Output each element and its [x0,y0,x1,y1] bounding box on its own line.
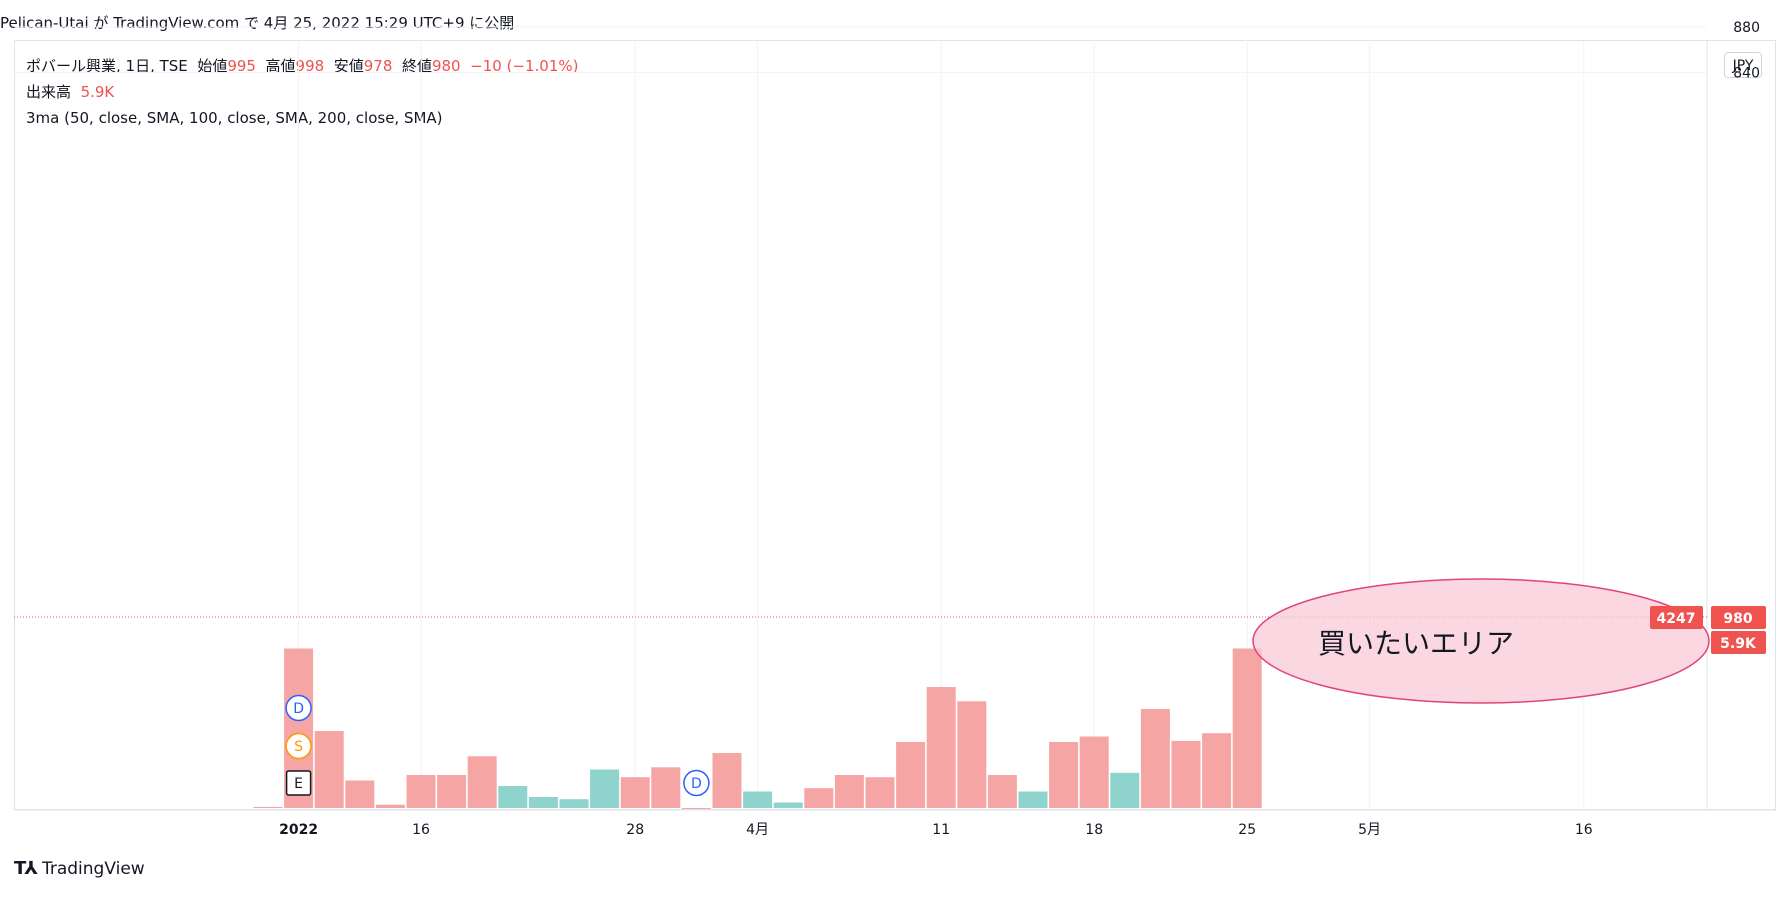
price-tick-label: 880 [1733,20,1760,36]
close-value: 980 [431,57,461,75]
time-axis[interactable]: 2022 16 28 4月 11 18 25 5月 16 [279,822,1593,838]
publish-caption: Pelican-Utai が TradingView.com で 4月 25, … [0,14,515,32]
legend-ohlc-row[interactable]: ポバール興業, 1日, TSE 始値995 高値998 安値978 終値980 … [26,53,579,79]
close-label: 終値 [401,57,432,75]
symbol-title[interactable]: ポバール興業, 1日, TSE [26,57,188,75]
time-tick-label: 25 [1238,822,1256,838]
chart-legend: ポバール興業, 1日, TSE 始値995 高値998 安値978 終値980 … [26,53,579,131]
open-label: 始値 [197,57,228,75]
tradingview-logo[interactable]: T⅄ TradingView [14,858,145,879]
currency-button[interactable]: JPY [1724,52,1762,78]
legend-indicator-row[interactable]: 3ma (50, close, SMA, 100, close, SMA, 20… [26,105,579,131]
time-tick-label: 28 [626,822,644,838]
high-label: 高値 [265,57,296,75]
low-label: 安値 [333,57,364,75]
time-tick-label: 16 [412,822,430,838]
time-tick-label: 11 [932,822,950,838]
change-value: −10 (−1.01%) [470,57,579,75]
indicator-label: 3ma (50, close, SMA, 100, close, SMA, 20… [26,109,443,127]
volume-label: 出来高 [26,83,72,101]
low-value: 978 [363,57,393,75]
high-value: 998 [295,57,325,75]
legend-volume-row[interactable]: 出来高 5.9K [26,79,579,105]
time-tick-label: 18 [1085,822,1103,838]
logo-text: TradingView [41,858,145,879]
tradingview-logo-icon: T⅄ [14,858,38,879]
chart-frame[interactable] [14,40,1776,810]
time-tick-label: 16 [1575,822,1593,838]
volume-value: 5.9K [80,83,115,101]
time-tick-label: 5月 [1358,822,1381,838]
time-tick-label: 4月 [746,822,769,838]
open-value: 995 [227,57,256,75]
time-tick-label: 2022 [279,822,318,838]
